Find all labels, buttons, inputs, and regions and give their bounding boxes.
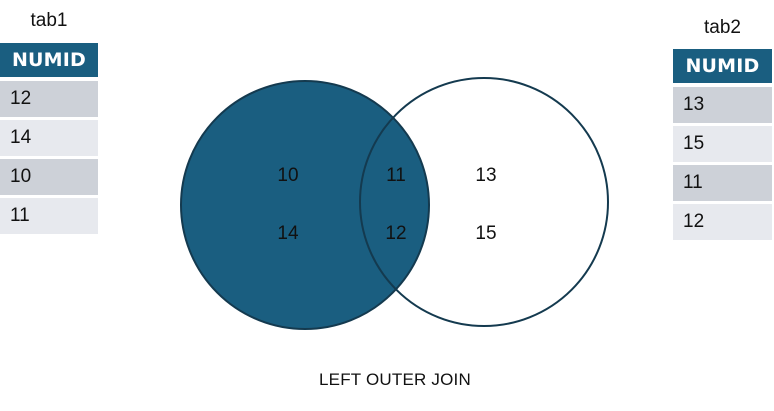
tab2-table: tab2 NUMID 13 15 11 12 — [673, 0, 772, 245]
diagram-caption: LEFT OUTER JOIN — [319, 370, 471, 389]
tab2-header: NUMID — [673, 49, 772, 83]
tab1-row: 10 — [0, 159, 98, 195]
tab1-table: tab1 NUMID 12 14 10 11 — [0, 0, 98, 240]
tab1-row: 14 — [0, 120, 98, 156]
venn-right-value: 13 — [475, 165, 496, 186]
tab2-rows: 13 15 11 12 — [673, 87, 772, 243]
venn-left-value: 10 — [277, 165, 298, 186]
tab2-title: tab2 — [704, 17, 741, 38]
venn-intersection-value: 12 — [385, 223, 406, 244]
tab2-row: 15 — [673, 126, 772, 162]
venn-left-value: 14 — [277, 223, 299, 244]
tab1-row: 12 — [0, 81, 98, 117]
left-circle — [180, 80, 430, 330]
venn-right-value: 15 — [475, 223, 496, 244]
tab2-row: 11 — [673, 165, 772, 201]
tab2-row: 12 — [673, 204, 772, 240]
tab1-rows: 12 14 10 11 — [0, 81, 98, 237]
tab1-title: tab1 — [30, 10, 68, 31]
venn-intersection-value: 11 — [386, 165, 406, 186]
tab2-row: 13 — [673, 87, 772, 123]
tab1-row: 11 — [0, 198, 98, 234]
tab1-header: NUMID — [0, 43, 98, 77]
right-circle — [359, 77, 609, 327]
